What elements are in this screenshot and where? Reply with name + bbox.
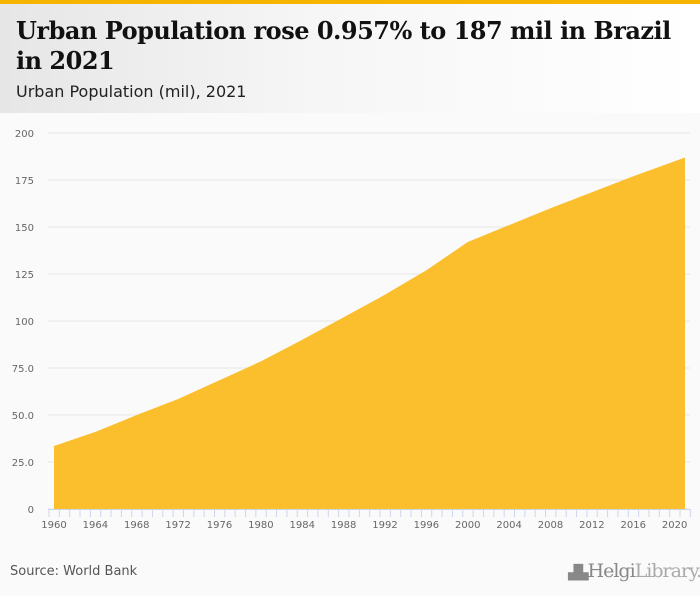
x-tick-label: 2004 (496, 520, 521, 531)
y-tick-label: 0 (28, 505, 34, 516)
x-tick-label: 1992 (372, 520, 397, 531)
x-tick-label: 2012 (579, 520, 604, 531)
logo-library: Library. (634, 560, 700, 582)
source-note: Source: World Bank (10, 564, 138, 579)
y-tick-label: 200 (15, 129, 34, 140)
x-tick-label: 1984 (290, 520, 315, 531)
x-tick-label: 1996 (414, 520, 439, 531)
y-tick-label: 125 (15, 270, 34, 281)
chart-subtitle: Urban Population (mil), 2021 (16, 82, 247, 101)
x-tick-label: 2000 (455, 520, 480, 531)
accent-bar (0, 0, 700, 4)
y-tick-label: 150 (15, 223, 34, 234)
x-tick-label: 2008 (538, 520, 563, 531)
y-tick-label: 100 (15, 317, 34, 328)
x-tick-label: 1964 (83, 520, 108, 531)
x-tick-label: 1960 (41, 520, 66, 531)
helgi-library-logo[interactable]: ▟▙HelgiLibrary. (568, 560, 700, 582)
x-tick-label: 2016 (621, 520, 646, 531)
x-tick-label: 1976 (207, 520, 232, 531)
header: Urban Population rose 0.957% to 187 mil … (0, 4, 700, 113)
area-series (54, 157, 685, 509)
y-tick-label: 175 (15, 176, 34, 187)
page-title: Urban Population rose 0.957% to 187 mil … (16, 16, 671, 75)
x-tick-label: 1988 (331, 520, 356, 531)
x-tick-label: 2020 (662, 520, 687, 531)
y-tick-label: 25.0 (12, 458, 34, 469)
y-tick-label: 50.0 (12, 411, 34, 422)
logo-icon: ▟▙ (568, 565, 589, 581)
x-tick-label: 1972 (165, 520, 190, 531)
x-tick-label: 1968 (124, 520, 149, 531)
area-chart: 0 25.0 50.0 75.0 100 125 150 175 200 1960 1964 1968… (12, 129, 691, 531)
x-tick-label: 1980 (248, 520, 273, 531)
y-tick-label: 75.0 (12, 364, 34, 375)
logo-helgi: Helgi (587, 560, 636, 582)
